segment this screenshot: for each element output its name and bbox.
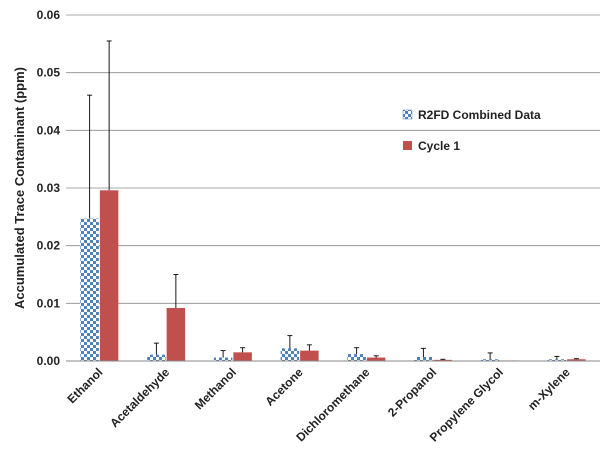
x-tick-label: Methanol	[192, 365, 239, 412]
y-tick-label: 0.06	[37, 8, 61, 22]
bar	[366, 357, 386, 361]
bar	[300, 350, 319, 361]
legend-swatch-r2fd	[402, 109, 413, 120]
legend: R2FD Combined Data Cycle 1	[402, 108, 541, 153]
x-tick-label: Acetone	[262, 365, 306, 409]
legend-label-cycle1: Cycle 1	[418, 139, 460, 153]
bar	[547, 359, 567, 361]
bar	[213, 357, 233, 361]
legend-label-r2fd: R2FD Combined Data	[418, 108, 541, 122]
bar	[80, 218, 99, 361]
y-tick-label: 0.04	[37, 123, 61, 137]
bar	[99, 190, 119, 361]
y-tick-label: 0.03	[37, 181, 61, 195]
x-tick-label: Ethanol	[64, 365, 105, 406]
bars	[80, 190, 586, 361]
y-tick-label: 0.00	[37, 354, 61, 368]
bar	[480, 359, 500, 361]
x-axis-labels: Ethanol Acetaldehyde Methanol AcetoneDichlo…	[64, 365, 572, 444]
x-tick-label: Dichloromethane	[293, 365, 372, 444]
y-axis-ticks: 0.00 0.01 0.02 0.03 0.04 0.05 0.06	[37, 8, 61, 368]
bar	[233, 352, 252, 361]
y-axis-label: Accumulated Trace Contaminant (ppm)	[12, 67, 27, 309]
grid-lines	[66, 14, 600, 304]
bar	[414, 356, 433, 361]
x-tick-label: Acetaldehyde	[107, 365, 172, 430]
bar	[567, 359, 586, 361]
y-tick-label: 0.01	[37, 296, 61, 310]
x-tick-label: m-Xylene	[525, 365, 573, 413]
legend-swatch-cycle1	[403, 141, 412, 150]
bar	[347, 354, 366, 361]
y-tick-label: 0.02	[37, 239, 61, 253]
bar	[433, 359, 453, 361]
bar	[147, 354, 166, 361]
bar	[166, 307, 186, 361]
bar	[280, 348, 300, 361]
x-tick-label: Propylene Glycol	[427, 365, 506, 444]
error-bars	[87, 40, 579, 360]
x-tick-label: 2-Propanol	[385, 365, 439, 419]
y-tick-label: 0.05	[37, 66, 61, 80]
